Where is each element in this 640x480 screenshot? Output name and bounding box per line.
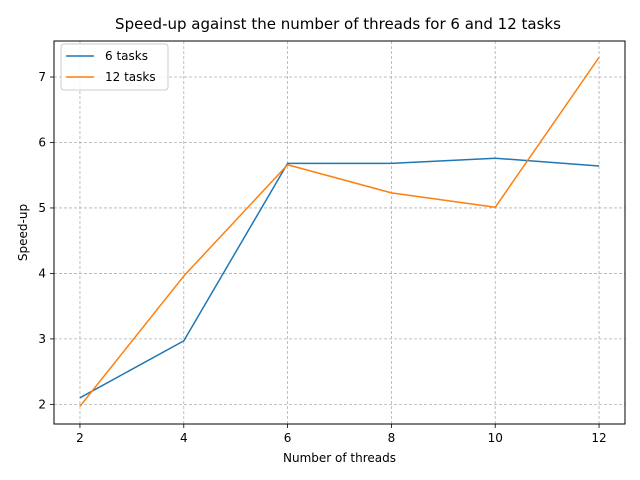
- legend-label-2: 12 tasks: [105, 70, 156, 84]
- y-tick-label: 3: [38, 332, 46, 346]
- legend: 6 tasks 12 tasks: [60, 43, 169, 91]
- chart-title: Speed-up against the number of threads f…: [115, 15, 561, 33]
- x-tick-label: 10: [488, 431, 503, 445]
- x-axis-label: Number of threads: [283, 451, 396, 465]
- x-tick-label: 4: [180, 431, 188, 445]
- x-axis: 2 4 6 8 10 12: [76, 424, 607, 445]
- legend-label-1: 6 tasks: [105, 49, 148, 63]
- series-line-1: [79, 157, 600, 399]
- y-axis: 2 3 4 5 6 7: [38, 70, 54, 411]
- y-tick-label: 2: [38, 397, 46, 411]
- y-tick-label: 6: [38, 135, 46, 149]
- x-tick-label: 8: [388, 431, 396, 445]
- y-tick-label: 7: [38, 70, 46, 84]
- plot-frame: [53, 40, 626, 425]
- series-line-2: [79, 56, 600, 407]
- series-lines: [79, 56, 600, 407]
- x-tick-label: 12: [591, 431, 606, 445]
- y-axis-label: Speed-up: [16, 204, 30, 261]
- x-tick-label: 6: [284, 431, 292, 445]
- y-tick-label: 5: [38, 201, 46, 215]
- y-tick-label: 4: [38, 266, 46, 280]
- x-tick-label: 2: [76, 431, 84, 445]
